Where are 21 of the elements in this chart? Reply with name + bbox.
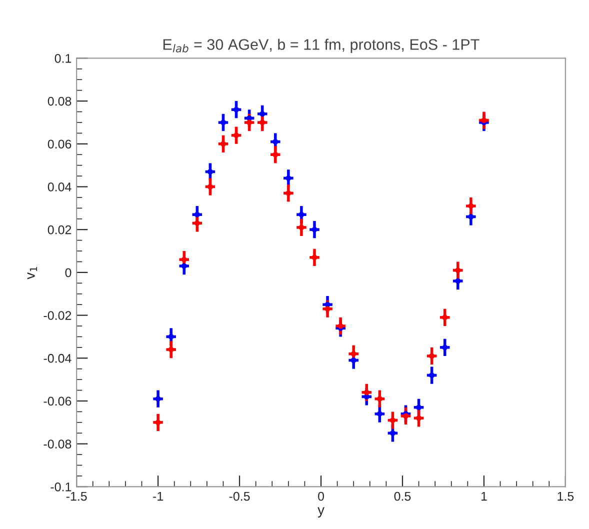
y-tick-label: -0.04 bbox=[44, 354, 72, 363]
y-tick-label: 0 bbox=[65, 268, 72, 278]
y-tick-label: -0.1 bbox=[50, 482, 72, 492]
y-tick-label: -0.02 bbox=[44, 311, 72, 320]
x-tick-label: -1.5 bbox=[66, 492, 87, 501]
chart-title: E$_{lab}$ = 30 AGeV, b = 11 fm, protons, EoS - 1PT bbox=[163, 38, 480, 53]
x-tick-label: 1.5 bbox=[558, 492, 574, 501]
y-tick-label: -0.06 bbox=[44, 396, 72, 406]
x-tick-label: -1 bbox=[153, 492, 163, 501]
y-axis-title: v$_{1}$ bbox=[27, 266, 38, 280]
x-tick-label: 0.5 bbox=[394, 492, 411, 501]
x-tick-label: 0 bbox=[318, 492, 324, 501]
y-tick-label: 0.08 bbox=[48, 96, 72, 106]
y-tick-label: 0.04 bbox=[48, 182, 72, 192]
x-axis-title: y bbox=[318, 507, 324, 518]
y-tick-label: 0.1 bbox=[54, 54, 72, 63]
x-tick-label: 1 bbox=[481, 492, 487, 501]
x-tick-label: -0.5 bbox=[229, 492, 250, 501]
y-tick-label: -0.08 bbox=[44, 440, 72, 448]
y-tick-label: 0.06 bbox=[48, 140, 72, 149]
y-tick-label: 0.02 bbox=[48, 225, 72, 234]
